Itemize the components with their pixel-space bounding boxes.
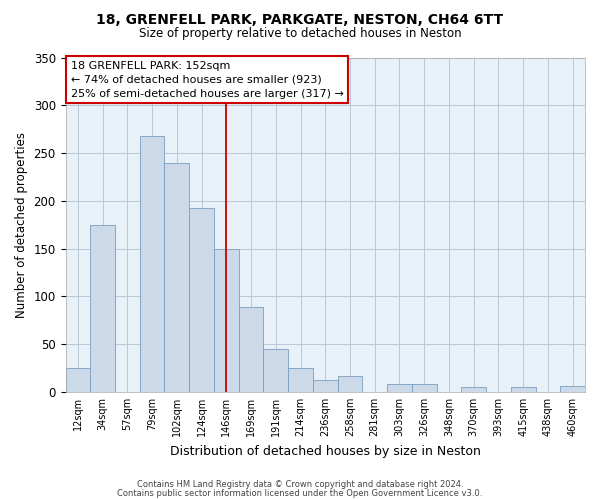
Bar	[338, 376, 362, 392]
Bar	[461, 387, 486, 392]
Bar	[90, 224, 115, 392]
Bar	[214, 248, 239, 392]
Text: 18, GRENFELL PARK, PARKGATE, NESTON, CH64 6TT: 18, GRENFELL PARK, PARKGATE, NESTON, CH6…	[97, 12, 503, 26]
Text: Contains HM Land Registry data © Crown copyright and database right 2024.: Contains HM Land Registry data © Crown c…	[137, 480, 463, 489]
Bar	[511, 387, 536, 392]
Text: Size of property relative to detached houses in Neston: Size of property relative to detached ho…	[139, 28, 461, 40]
Bar	[387, 384, 412, 392]
Bar	[263, 349, 288, 392]
Bar	[189, 208, 214, 392]
Bar	[313, 380, 338, 392]
Y-axis label: Number of detached properties: Number of detached properties	[15, 132, 28, 318]
Bar	[412, 384, 437, 392]
Bar	[560, 386, 585, 392]
Bar	[239, 307, 263, 392]
Bar	[164, 162, 189, 392]
Bar	[140, 136, 164, 392]
Bar	[65, 368, 90, 392]
X-axis label: Distribution of detached houses by size in Neston: Distribution of detached houses by size …	[170, 444, 481, 458]
Bar	[288, 368, 313, 392]
Text: 18 GRENFELL PARK: 152sqm
← 74% of detached houses are smaller (923)
25% of semi-: 18 GRENFELL PARK: 152sqm ← 74% of detach…	[71, 61, 344, 99]
Text: Contains public sector information licensed under the Open Government Licence v3: Contains public sector information licen…	[118, 488, 482, 498]
